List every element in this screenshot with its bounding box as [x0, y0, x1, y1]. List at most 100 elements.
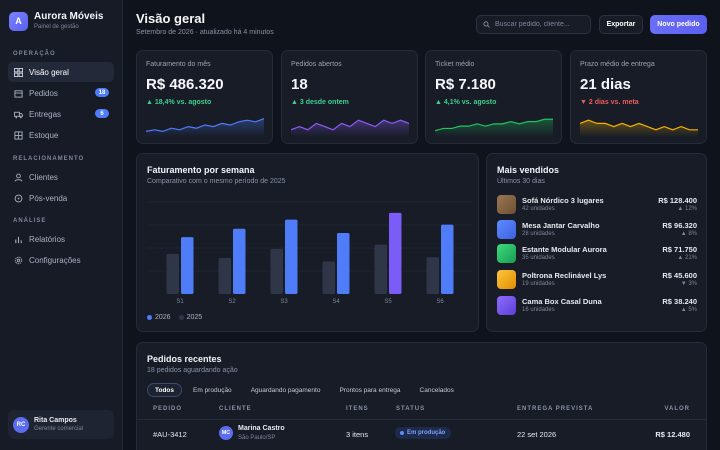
bar-2025-S6[interactable] [426, 257, 440, 294]
legend-swatch [178, 315, 184, 320]
tab-em-producao[interactable]: Em produção [193, 386, 232, 394]
gear-icon [14, 256, 23, 265]
product-thumbnail [497, 270, 516, 289]
search-box[interactable] [476, 15, 591, 34]
product-trend: ▲ 5% [680, 307, 697, 313]
bar-chart-icon [14, 235, 23, 244]
column-header-itens[interactable]: ITENS [346, 406, 369, 412]
bar-2026-S3[interactable] [285, 219, 298, 294]
product-thumbnail [497, 195, 516, 214]
table-divider [137, 419, 706, 420]
list-item[interactable]: Poltrona Reclinável Lys 19 unidades R$ 4… [497, 270, 697, 292]
panel-subtitle: Últimos 30 dias [497, 178, 545, 185]
x-tick-label: S4 [332, 299, 340, 305]
search-input[interactable] [495, 21, 590, 28]
grid-icon [14, 67, 23, 77]
bar-2026-S1[interactable] [181, 237, 194, 294]
sidebar-item-estoque[interactable]: Estoque [8, 125, 114, 145]
sidebar-item-label: Configurações [29, 255, 81, 265]
bar-2025-S3[interactable] [270, 248, 284, 294]
chat-icon [14, 194, 23, 203]
product-units: 35 unidades [522, 255, 555, 261]
kpi-delta: ▲ 4,1% vs. agosto [435, 99, 497, 106]
sidebar-item-label: Estoque [29, 130, 59, 140]
product-units: 19 unidades [522, 281, 555, 287]
kpi-label: Faturamento do mês [146, 61, 211, 68]
sidebar-item-label: Pós-venda [29, 193, 68, 203]
sidebar-item-label: Visão geral [29, 67, 69, 77]
brand-name: Aurora Móveis [34, 11, 104, 22]
page-subtitle: Setembro de 2026 · atualizado há 4 minut… [136, 29, 274, 36]
kpi-value: R$ 7.180 [435, 76, 496, 93]
bar-2026-S5[interactable] [389, 212, 402, 294]
x-tick-label: S6 [436, 299, 444, 305]
bar-2026-S4[interactable] [337, 232, 350, 294]
user-profile-card[interactable]: RC Rita Campos Gerente comercial [8, 410, 114, 439]
panel-title: Faturamento por semana [147, 165, 255, 175]
list-item[interactable]: Cama Box Casal Duna 16 unidades R$ 38.24… [497, 296, 697, 318]
new-order-button[interactable]: Novo pedido [650, 15, 707, 34]
kpi-delta: ▲ 3 desde ontem [291, 99, 349, 106]
bar-2026-S6[interactable] [441, 224, 454, 294]
list-item[interactable]: Mesa Jantar Carvalho 28 unidades R$ 96.3… [497, 220, 697, 242]
column-header-pedido[interactable]: PEDIDO [153, 406, 183, 412]
entregas-count-badge: 6 [95, 109, 109, 118]
page-title: Visão geral [136, 11, 206, 26]
legend-item-2025: 2025 [178, 314, 202, 321]
sidebar-item-pos-venda[interactable]: Pós-venda [8, 188, 114, 208]
export-button[interactable]: Exportar [599, 15, 643, 34]
client-name: Marina Castro [238, 425, 285, 432]
bar-2025-S1[interactable] [166, 253, 180, 294]
tab-aguardando-pagamento[interactable]: Aguardando pagamento [250, 386, 321, 394]
column-header-status[interactable]: STATUS [396, 406, 426, 412]
sidebar-item-pedidos[interactable]: Pedidos 18 [8, 83, 114, 103]
product-value: R$ 45.600 [662, 271, 697, 280]
kpi-sparkline [580, 119, 698, 137]
product-trend: ▲ 8% [680, 231, 697, 237]
sidebar: A Aurora Móveis Painel de gestão OPERAÇÃ… [0, 0, 123, 450]
section-label-analise: ANÁLISE [13, 218, 47, 224]
tab-todos[interactable]: Todos [147, 383, 183, 397]
legend-label: 2026 [155, 314, 171, 321]
sidebar-item-clientes[interactable]: Clientes [8, 167, 114, 187]
bar-2025-S2[interactable] [218, 258, 232, 294]
product-name: Poltrona Reclinável Lys [522, 271, 607, 280]
sidebar-item-configuracoes[interactable]: Configurações [8, 250, 114, 270]
product-name: Sofá Nórdico 3 lugares [522, 196, 604, 205]
weekly-revenue-panel: Faturamento por semana Comparativo com o… [136, 153, 479, 332]
kpi-card-pedidos-abertos: Pedidos abertos 18 ▲ 3 desde ontem [281, 50, 418, 144]
status-label: Em produção [407, 430, 446, 436]
product-thumbnail [497, 296, 516, 315]
chart-legend: 2026 2025 [147, 314, 210, 321]
sidebar-item-label: Relatórios [29, 234, 66, 244]
bar-2026-S2[interactable] [233, 228, 246, 294]
kpi-delta: ▲ 18,4% vs. agosto [146, 99, 212, 106]
sparkline-area [580, 120, 698, 137]
column-header-cliente[interactable]: CLIENTE [219, 406, 252, 412]
product-name: Estante Modular Aurora [522, 245, 607, 254]
bar-2025-S5[interactable] [374, 244, 388, 294]
list-item[interactable]: Estante Modular Aurora 35 unidades R$ 71… [497, 244, 697, 266]
brand[interactable]: A Aurora Móveis Painel de gestão [9, 11, 103, 31]
list-item[interactable]: Sofá Nórdico 3 lugares 42 unidades R$ 12… [497, 195, 697, 217]
avatar: RC [13, 416, 29, 433]
search-icon [483, 21, 490, 28]
product-thumbnail [497, 244, 516, 263]
tab-cancelados[interactable]: Cancelados [419, 386, 454, 394]
sidebar-item-entregas[interactable]: Entregas 6 [8, 104, 114, 124]
sidebar-item-relatorios[interactable]: Relatórios [8, 229, 114, 249]
sidebar-item-visao-geral[interactable]: Visão geral [8, 62, 114, 82]
column-header-entrega[interactable]: ENTREGA PREVISTA [517, 406, 594, 412]
column-header-valor[interactable]: VALOR [664, 406, 690, 412]
kpi-sparkline [146, 118, 264, 137]
sparkline-area [291, 120, 409, 137]
panel-subtitle: 18 pedidos aguardando ação [147, 367, 238, 374]
orders-filter-tabs: Todos Em produção Aguardando pagamento P… [147, 383, 465, 397]
best-sellers-panel: Mais vendidos Últimos 30 dias Sofá Nórdi… [486, 153, 707, 332]
tab-prontos-para-entrega[interactable]: Prontos para entrega [339, 386, 401, 394]
brand-logo: A [9, 11, 28, 31]
panel-subtitle: Comparativo com o mesmo período de 2025 [147, 178, 286, 185]
bar-2025-S4[interactable] [322, 261, 336, 294]
product-value: R$ 71.750 [662, 245, 697, 254]
section-label-operacao: OPERAÇÃO [13, 51, 56, 57]
